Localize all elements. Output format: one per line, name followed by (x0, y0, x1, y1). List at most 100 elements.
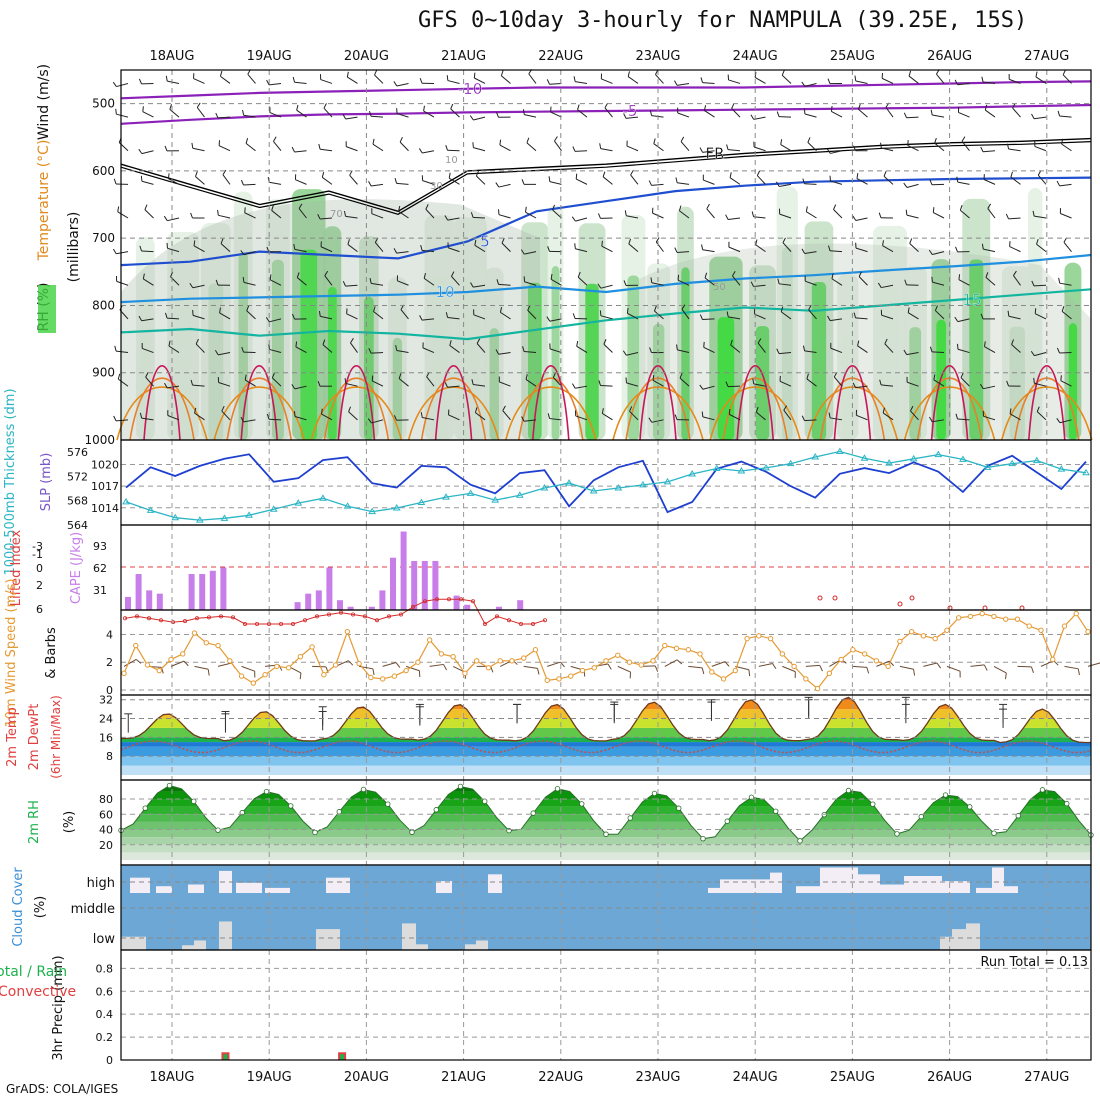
wind-barb-flag (1035, 71, 1038, 78)
wind-barb-flag (983, 664, 988, 671)
wind-barb (447, 80, 460, 84)
wind-barb-flag (880, 142, 882, 149)
wind-barb (195, 343, 205, 353)
wind-barb-flag (472, 142, 474, 148)
rh-marker (991, 830, 997, 836)
wind-barb (447, 247, 460, 253)
wind-speed-marker (1003, 616, 1009, 622)
rh-marker (942, 792, 949, 798)
wind-barb (932, 114, 945, 118)
wind-barb (196, 107, 205, 118)
wind-speed-marker (1038, 627, 1044, 633)
wind-barb-flag (827, 78, 831, 84)
wind-barb-flag (398, 205, 401, 212)
wind-barb-flag (393, 81, 398, 87)
wind-panel-frame (120, 609, 1092, 696)
lifted-index-marker (897, 601, 903, 607)
wind-barb (217, 662, 232, 667)
ylabel-wind-speed: 10m Wind Speed (m/s) (4, 579, 19, 728)
rh-shading-core (881, 286, 899, 440)
wind-barb (552, 209, 562, 219)
wind-barb-flag (526, 137, 530, 144)
wind-barb-flag (959, 205, 963, 211)
wind-barb-flag (648, 180, 652, 186)
wind-barb (141, 318, 154, 322)
ylabel-barbs: & Barbs (44, 627, 59, 679)
precip-tick-label: 0.4 (96, 1008, 114, 1021)
wind-barb-flag (142, 273, 145, 280)
wind-barb-flag (443, 664, 447, 671)
wind-barb-flag (219, 70, 223, 77)
lifted-index-marker (543, 618, 548, 623)
wind-barb (677, 112, 690, 118)
wind-speed-marker (144, 662, 151, 668)
wind-barb (396, 113, 409, 118)
cloud-high-bar (265, 887, 290, 893)
rh-marker (797, 838, 803, 844)
wind-barb-flag (139, 245, 142, 252)
wind-barb (731, 108, 741, 118)
wind-barb (602, 176, 613, 185)
wind-barb-flag (607, 663, 612, 670)
wind-barb (397, 280, 409, 286)
wind-barb (855, 385, 868, 389)
wind-barb (370, 352, 384, 354)
wind-barb (524, 419, 537, 422)
rh-marker (457, 783, 464, 790)
wind-barb (241, 665, 255, 672)
wind-barb (192, 384, 205, 387)
wind-barb (885, 107, 894, 118)
wind-barb (602, 413, 613, 421)
wind-barb-flag (930, 109, 933, 116)
temp-band (121, 756, 1091, 766)
wind-barb-flag (349, 170, 353, 176)
ylabel-cloud-unit: (%) (33, 896, 48, 919)
wind-barb-flag (399, 136, 403, 143)
wind-barb-flag (342, 280, 346, 287)
temp-tick-label: 24 (99, 713, 113, 726)
wind-barb (525, 379, 537, 387)
wind-barb (117, 211, 129, 219)
cape-bar (337, 600, 343, 610)
wind-barb (550, 278, 562, 286)
date-label-bottom: 25AUG (830, 1070, 875, 1085)
cape-bar (146, 590, 153, 610)
wind-barb-flag (830, 106, 833, 112)
wind-barb-flag (215, 279, 219, 286)
wind-barb-flag (495, 349, 500, 355)
ylabel-minmax: (6hr Min/Max) (49, 695, 63, 779)
wind-barb-flag (801, 248, 806, 254)
wind-barb-flag (781, 70, 785, 76)
wind-barb (218, 352, 231, 356)
wind-barb (899, 665, 914, 670)
wind-barb (908, 75, 919, 84)
wind-barb-flag (1058, 277, 1061, 284)
wind-barb (346, 313, 358, 320)
wind-barb-flag (560, 661, 565, 668)
cape-bar (220, 567, 227, 610)
li-tick-label: -3 (32, 540, 43, 553)
wind-barb-flag (394, 177, 398, 184)
rh-contour-label: 70 (330, 209, 343, 220)
wind-barb-flag (113, 178, 117, 185)
wind-barb (984, 109, 996, 118)
wind-barb (601, 245, 613, 253)
wind-barb-flag (623, 113, 627, 119)
wind-speed-marker (591, 665, 597, 671)
date-label-top: 21AUG (441, 49, 486, 64)
wind-barb (525, 211, 537, 219)
wind-barb (218, 145, 231, 152)
wind-barb (382, 662, 397, 667)
ylabel-2m-temp: 2m Temp (5, 707, 20, 767)
wind-barb (473, 384, 486, 387)
wind-speed-marker (803, 676, 809, 682)
wind-barb (321, 176, 333, 185)
wind-barb (398, 378, 409, 387)
wind-speed-marker (121, 670, 127, 677)
temperature-contour-warm (213, 386, 305, 441)
wind-barb-flag (140, 175, 143, 182)
wind-barb-flag (1036, 406, 1040, 412)
wind-barb-flag (807, 137, 811, 143)
cape-bar (326, 567, 333, 610)
slp-panel-frame (120, 439, 1092, 526)
